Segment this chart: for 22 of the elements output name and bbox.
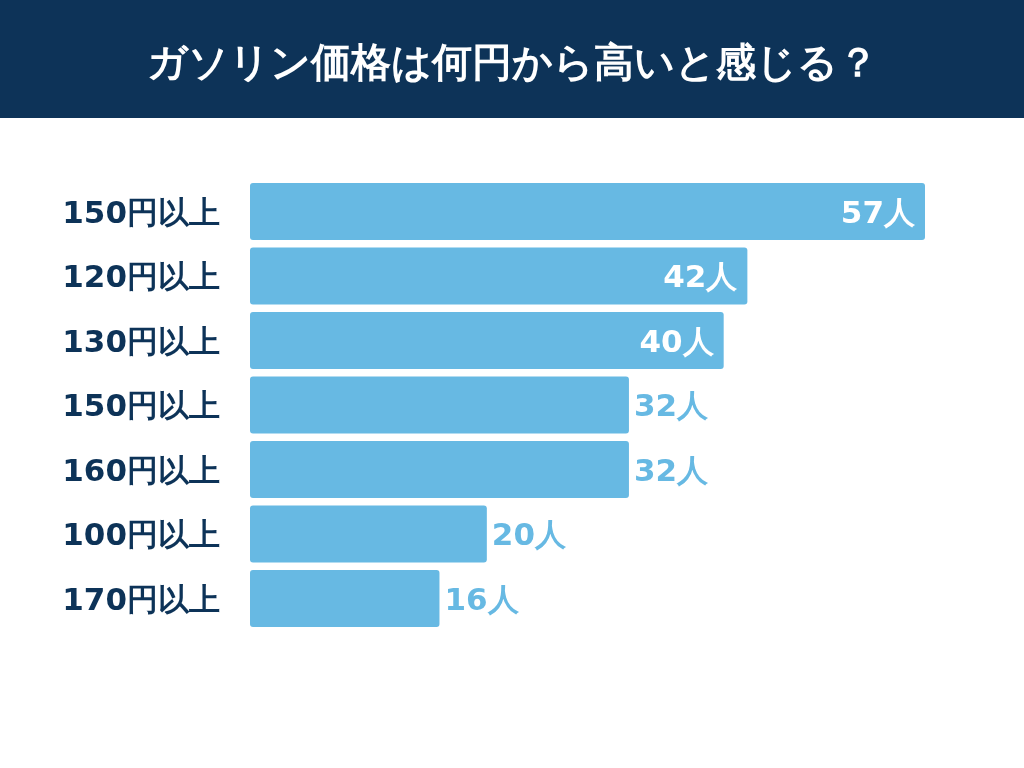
bar: [250, 441, 629, 498]
data-label: 20人: [491, 516, 567, 552]
data-label: 40人: [639, 322, 715, 359]
y-tick-label: 150円以上: [62, 193, 220, 230]
data-label: 16人: [444, 580, 520, 617]
y-tick-label: 160円以上: [62, 451, 220, 488]
y-tick-label: 130円以上: [62, 322, 220, 359]
data-label: 32人: [633, 451, 710, 488]
y-tick-label: 150円以上: [62, 387, 220, 423]
y-tick-label: 120円以上: [62, 258, 220, 294]
y-tick-label: 170円以上: [62, 580, 220, 617]
chart-title: ガソリン価格は何円から高いと感じる？: [146, 39, 878, 85]
bar: [250, 312, 724, 369]
data-label: 57人: [840, 193, 916, 230]
bar: [250, 505, 487, 563]
data-label: 42人: [663, 258, 739, 294]
data-label: 32人: [633, 387, 710, 423]
bar: [250, 376, 629, 434]
y-tick-label: 100円以上: [62, 516, 220, 552]
bar: [250, 570, 440, 627]
bar: [250, 247, 748, 305]
bar: [250, 183, 925, 240]
